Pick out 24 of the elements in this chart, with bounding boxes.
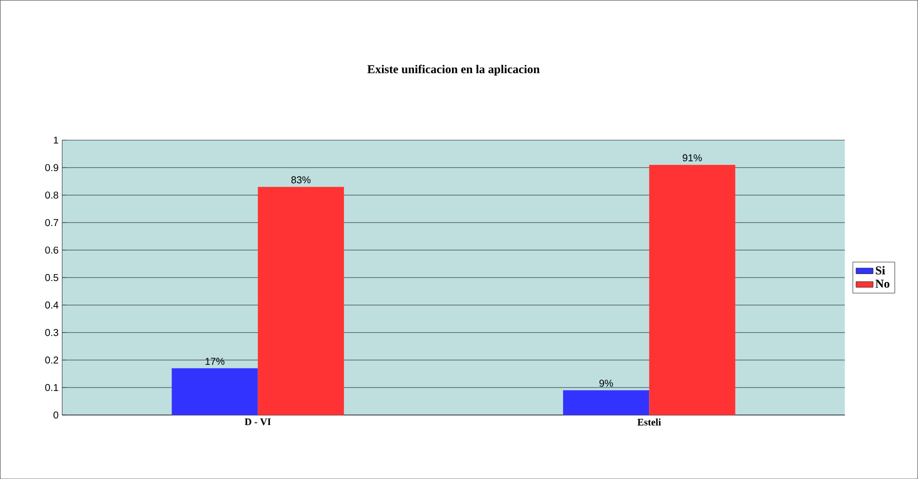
y-tick-label: 0.5 xyxy=(45,274,58,282)
data-label: 9% xyxy=(599,380,613,387)
x-tick-label: Esteli xyxy=(637,418,661,426)
y-tick-label: 1 xyxy=(54,136,58,144)
bar xyxy=(563,390,650,415)
bar xyxy=(649,164,736,415)
y-tick-label: 0.7 xyxy=(45,218,58,226)
legend-label: Si xyxy=(876,266,886,274)
x-tick-label: D - VI xyxy=(244,418,271,426)
y-tick-label: 0.9 xyxy=(45,164,58,172)
y-tick-label: 0.1 xyxy=(45,384,58,391)
data-label: 91% xyxy=(682,154,702,162)
y-tick-label: 0 xyxy=(54,411,58,418)
y-tick-label: 0.2 xyxy=(45,356,58,364)
data-label: 83% xyxy=(291,176,311,184)
bar xyxy=(258,186,344,415)
y-tick-label: 0.3 xyxy=(45,328,58,336)
y-tick-label: 0.4 xyxy=(45,301,58,308)
y-tick-label: 0.8 xyxy=(45,191,58,199)
y-tick-label: 0.6 xyxy=(45,246,58,254)
chart-title: Existe unificacion en la aplicacion xyxy=(367,64,540,76)
data-label: 17% xyxy=(206,358,224,365)
bar xyxy=(172,368,258,415)
legend-label: No xyxy=(875,280,890,288)
